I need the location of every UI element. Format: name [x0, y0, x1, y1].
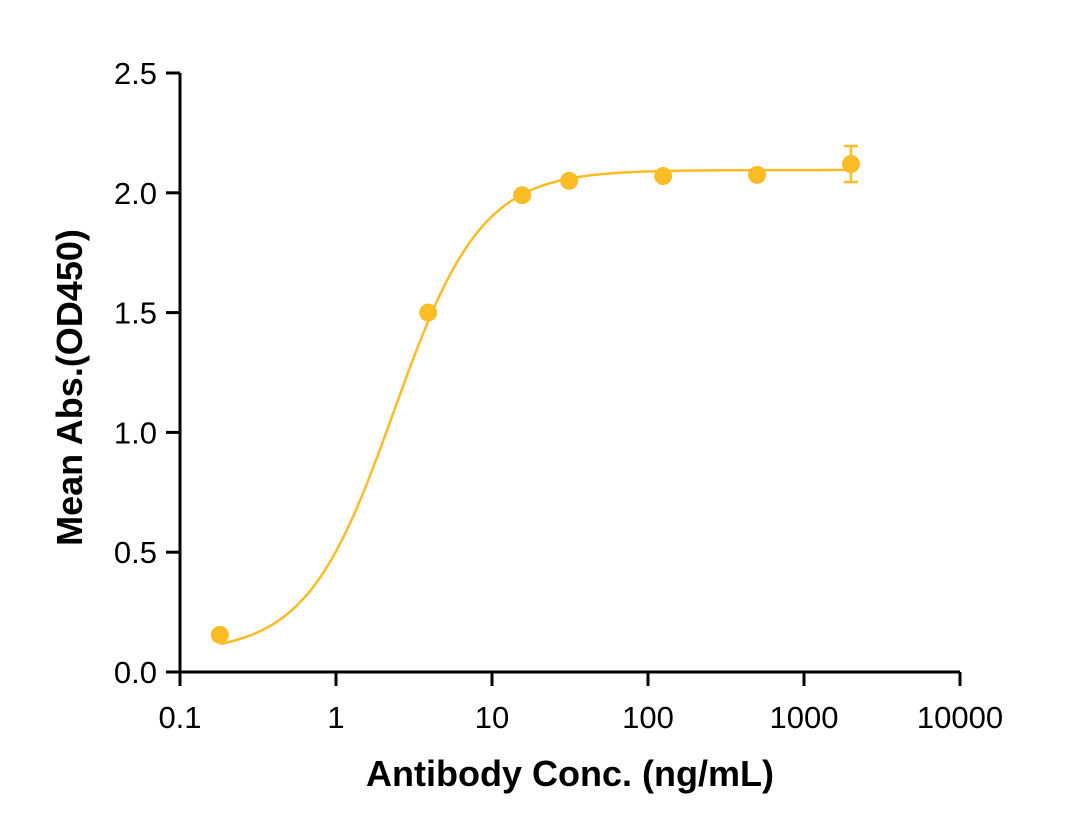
data-point — [513, 186, 532, 205]
x-tick-label: 1 — [327, 700, 344, 735]
y-tick-label: 1.0 — [114, 415, 157, 450]
data-point — [654, 167, 673, 186]
y-tick-label: 2.5 — [114, 56, 157, 91]
data-point — [210, 625, 229, 644]
y-tick-label: 0.0 — [114, 655, 157, 690]
x-tick-label: 10 — [475, 700, 509, 735]
x-tick-label: 100 — [622, 700, 674, 735]
axes: 0.0 0.5 1.0 1.5 2.0 2.5 0.1 1 10 100 1000 10000 — [114, 56, 1003, 735]
x-tick-label: 1000 — [770, 700, 839, 735]
plot-area — [210, 144, 860, 646]
data-point — [560, 171, 579, 190]
data-point — [841, 155, 860, 174]
y-tick-label: 0.5 — [114, 535, 157, 570]
x-axis-title: Antibody Conc. (ng/mL) — [366, 753, 774, 794]
fit-curve — [219, 168, 851, 646]
x-tick-label: 10000 — [917, 700, 1003, 735]
data-point — [419, 303, 438, 322]
x-tick-label: 0.1 — [158, 700, 201, 735]
y-tick-label: 2.0 — [114, 176, 157, 211]
y-tick-label: 1.5 — [114, 296, 157, 331]
data-point — [748, 165, 767, 184]
y-axis-title: Mean Abs.(OD450) — [49, 229, 90, 546]
